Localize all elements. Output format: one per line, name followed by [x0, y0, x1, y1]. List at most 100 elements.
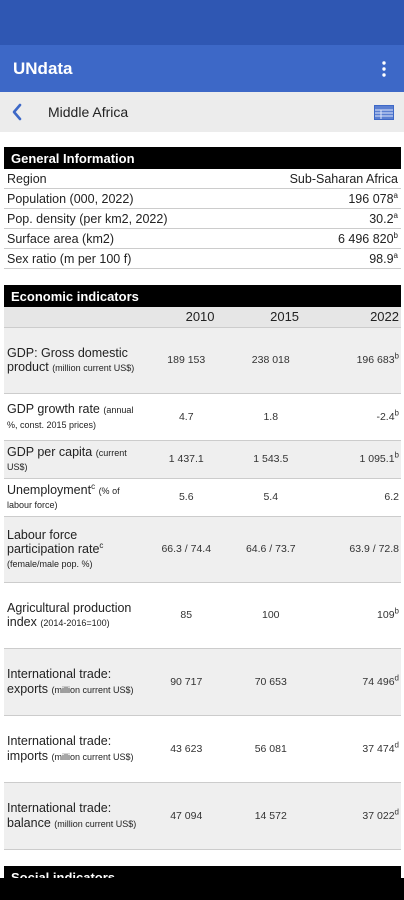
footnote-marker: b [394, 450, 399, 460]
value-text: 30.2 [369, 211, 394, 226]
value-2022: 1 095.1 [359, 453, 395, 465]
indicator-row: International trade: exports (million cu… [4, 648, 401, 716]
general-info-label: Region [7, 171, 47, 186]
general-info-value: 30.2a [369, 210, 398, 226]
general-info-label: Population (000, 2022) [7, 191, 134, 206]
table-view-button[interactable] [364, 92, 404, 132]
value-2010: 4.7 [144, 393, 229, 441]
indicator-label: Agricultural production index [7, 600, 132, 629]
indicator-unit: (current US$) [7, 447, 127, 472]
value-2022-cell: 6.2 [313, 478, 401, 517]
footnote-marker: c [91, 481, 96, 491]
indicator-unit: (female/male pop. %) [7, 559, 93, 570]
indicator-label-cell: Agricultural production index (2014-2016… [4, 582, 144, 649]
indicator-row: GDP: Gross domestic product (million cur… [4, 327, 401, 394]
year-header-row: 2010 2015 2022 [4, 307, 401, 328]
economic-indicators-table: 2010 2015 2022 GDP: Gross domestic produ… [4, 307, 401, 850]
general-information-section: General Information Region Sub-Saharan Af… [4, 147, 401, 269]
general-info-value: 6 496 820b [337, 230, 398, 246]
region-nav-bar: Middle Africa [0, 92, 404, 132]
section-header-economic: Economic indicators [4, 285, 401, 307]
footnote-marker: b [393, 230, 398, 240]
indicator-row: Labour force participation ratec (female… [4, 516, 401, 583]
value-2010: 66.3 / 74.4 [144, 516, 229, 583]
indicator-label: International trade: imports [7, 734, 112, 763]
kebab-menu-icon [382, 60, 386, 77]
year-header: 2022 [313, 307, 401, 328]
value-text: 196 078 [348, 191, 394, 206]
indicator-label-cell: International trade: balance (million cu… [4, 782, 144, 850]
footnote-marker: d [394, 673, 399, 682]
value-2015: 5.4 [228, 478, 314, 517]
indicator-label-cell: GDP per capita (current US$) [4, 440, 144, 479]
indicator-label: International trade: exports [7, 667, 112, 696]
status-bar [0, 0, 404, 45]
indicator-label-cell: International trade: exports (million cu… [4, 648, 144, 716]
app-title: UNdata [13, 58, 73, 78]
footnote-marker: a [393, 190, 398, 200]
general-info-row: Pop. density (per km2, 2022) 30.2a [4, 209, 401, 229]
table-view-icon [374, 104, 394, 120]
indicator-label-cell: GDP growth rate (annual %, const. 2015 p… [4, 393, 144, 441]
app-bar: UNdata [0, 45, 404, 92]
indicator-label: International trade: balance [7, 801, 112, 830]
indicator-unit: (million current US$) [54, 818, 137, 829]
chevron-left-icon [12, 103, 22, 121]
year-header: 2015 [228, 307, 314, 328]
value-2015: 56 081 [228, 715, 314, 783]
value-2015: 238 018 [228, 327, 314, 394]
indicator-unit: (annual %, const. 2015 prices) [7, 405, 134, 430]
back-button[interactable] [2, 92, 32, 132]
value-2015: 14 572 [228, 782, 314, 850]
footnote-marker: b [394, 408, 399, 417]
value-2010: 90 717 [144, 648, 229, 716]
value-2022: 6.2 [384, 491, 399, 503]
value-2010: 5.6 [144, 478, 229, 517]
economic-indicators-section: Economic indicators 2010 2015 2022 GDP: … [4, 285, 401, 850]
region-title: Middle Africa [48, 104, 129, 120]
footnote-marker: b [394, 606, 399, 616]
value-2015: 70 653 [228, 648, 314, 716]
indicator-row: GDP per capita (current US$) 1 437.1 1 543… [4, 440, 401, 479]
general-info-label: Pop. density (per km2, 2022) [7, 211, 168, 226]
value-2022-cell: 37 474d [313, 715, 401, 783]
value-2022-cell: 196 683b [313, 327, 401, 394]
general-info-value: 98.9a [369, 250, 398, 266]
value-2022-cell: 1 095.1b [313, 440, 401, 479]
general-info-row: Population (000, 2022) 196 078a [4, 189, 401, 209]
indicator-label-cell: GDP: Gross domestic product (million cur… [4, 327, 144, 394]
value-2022-cell: 63.9 / 72.8 [313, 516, 401, 583]
indicator-label-cell: International trade: imports (million cu… [4, 715, 144, 783]
value-text: Sub-Saharan Africa [289, 171, 398, 186]
indicator-unit: (million current US$) [51, 751, 134, 762]
value-2022: 74 496 [362, 675, 395, 688]
general-info-value: Sub-Saharan Africa [290, 172, 398, 186]
indicator-label: GDP growth rate [7, 402, 100, 417]
header-blank-cell [4, 307, 144, 328]
value-2022-cell: 74 496d [313, 648, 401, 716]
value-2015: 64.6 / 73.7 [228, 516, 314, 583]
general-info-row: Sex ratio (m per 100 f) 98.9a [4, 249, 401, 269]
footnote-marker: a [393, 210, 398, 220]
value-2022-cell: -2.4b [313, 393, 401, 441]
country-profile-content[interactable]: General Information Region Sub-Saharan Af… [0, 132, 404, 900]
indicator-label-cell: Unemploymentc (% of labour force) [4, 478, 144, 517]
general-info-label: Surface area (km2) [7, 231, 114, 246]
indicator-unit: (million current US$) [52, 363, 135, 373]
indicator-label: GDP: Gross domestic product [7, 345, 128, 374]
value-2010: 189 153 [144, 327, 229, 394]
value-2015: 1 543.5 [228, 440, 314, 479]
indicator-row: Unemploymentc (% of labour force) 5.6 5.4 6… [4, 478, 401, 517]
year-header: 2010 [144, 307, 229, 328]
value-2022: 109 [377, 609, 395, 621]
indicator-row: International trade: balance (million cu… [4, 782, 401, 850]
footnote-marker: c [99, 540, 104, 550]
value-text: 6 496 820 [337, 231, 394, 246]
overflow-menu-button[interactable] [368, 45, 400, 92]
footnote-marker: a [393, 250, 398, 260]
value-2022: -2.4 [376, 410, 395, 423]
value-2010: 43 623 [144, 715, 229, 783]
value-2010: 47 094 [144, 782, 229, 850]
value-2010: 1 437.1 [144, 440, 229, 479]
indicator-row: GDP growth rate (annual %, const. 2015 p… [4, 393, 401, 441]
